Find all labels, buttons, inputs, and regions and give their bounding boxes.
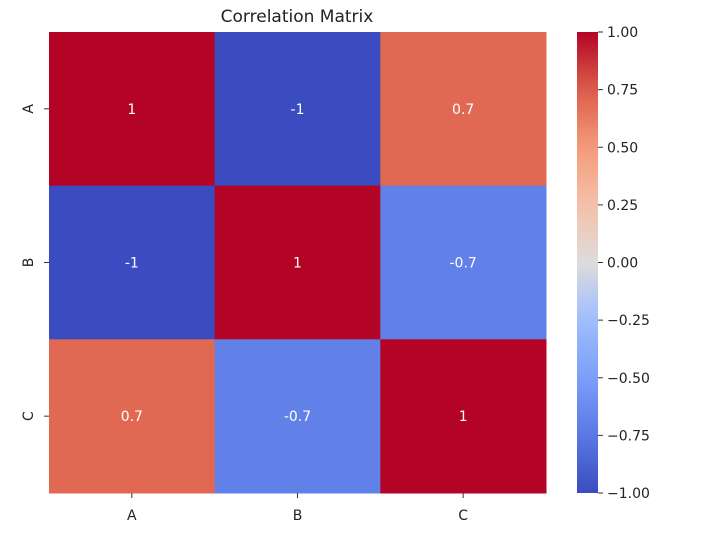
heatmap-cell <box>380 185 547 340</box>
heatmap-cell <box>49 32 216 187</box>
colorbar-tick-label: 0.50 <box>607 140 638 156</box>
cell-annotation: -1 <box>125 256 139 272</box>
heatmap-cell <box>214 339 381 494</box>
heatmap-cell <box>49 339 216 494</box>
x-tick-label: B <box>293 508 303 524</box>
colorbar-tick-label: −0.75 <box>607 428 650 444</box>
cell-annotation: 1 <box>459 409 468 425</box>
colorbar-tick-label: 1.00 <box>607 25 638 41</box>
colorbar-tick-label: −0.25 <box>607 313 650 329</box>
colorbar-tick-label: 0.75 <box>607 83 638 99</box>
heatmap-cell <box>49 185 216 340</box>
colorbar <box>577 32 598 493</box>
cell-annotation: -1 <box>291 102 305 118</box>
cell-annotation: -0.7 <box>284 409 311 425</box>
heatmap-cell <box>214 185 381 340</box>
y-tick-label: A <box>21 104 37 114</box>
colorbar-tick-label: 0.25 <box>607 198 638 214</box>
heatmap-cell <box>214 32 381 187</box>
colorbar-tick-label: 0.00 <box>607 256 638 272</box>
colorbar-tick-label: −1.00 <box>607 486 650 502</box>
colorbar-tick-label: −0.50 <box>607 371 650 387</box>
y-tick-label: C <box>21 411 37 421</box>
cell-annotation: 0.7 <box>452 102 474 118</box>
cell-annotation: 0.7 <box>121 409 143 425</box>
heatmap-cell <box>380 32 547 187</box>
x-tick-label: C <box>458 508 468 524</box>
x-tick-label: A <box>127 508 137 524</box>
chart-title: Correlation Matrix <box>221 7 374 27</box>
heatmap-cell <box>380 339 547 494</box>
cell-annotation: 1 <box>127 102 136 118</box>
cell-annotation: -0.7 <box>450 256 477 272</box>
cell-annotation: 1 <box>293 256 302 272</box>
y-tick-label: B <box>21 258 37 268</box>
